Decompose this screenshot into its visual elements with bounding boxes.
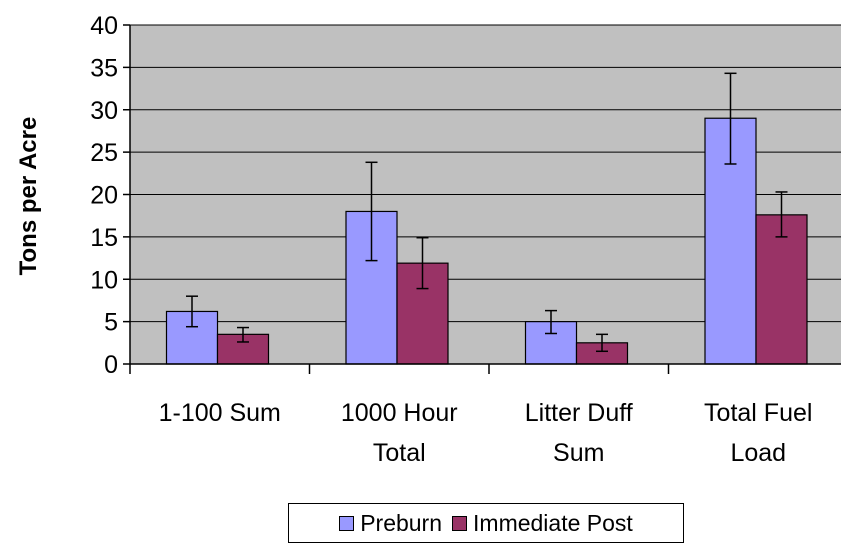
y-tick-label-20: 20 (90, 182, 118, 210)
y-tick-label-15: 15 (90, 224, 118, 252)
legend-item-preburn: Preburn (339, 510, 442, 537)
y-tick-label-30: 30 (90, 97, 118, 125)
x-category-label-1-0: 1000 Hour (341, 399, 458, 427)
y-tick-labels: 0 5 10 15 20 25 30 35 40 (90, 12, 118, 379)
x-category-label-3-0: Total Fuel (704, 399, 812, 427)
error-bars (186, 72, 788, 353)
bar-immediate-post-3 (755, 214, 808, 365)
x-category-label-3-1: Load (730, 439, 786, 467)
x-category-labels: 1-100 Sum 1000 Hour Total Litter Duff Sum Tot… (159, 399, 813, 467)
bars (165, 117, 808, 365)
y-axis-title: Tons per Acre (15, 117, 42, 276)
y-tick-label-25: 25 (90, 139, 118, 167)
legend-swatch-immediate-post (452, 515, 468, 531)
x-category-label-0-0: 1-100 Sum (159, 399, 281, 427)
gridlines (130, 24, 841, 323)
legend: Preburn Immediate Post (288, 503, 684, 543)
y-tick-label-40: 40 (90, 12, 118, 40)
x-category-label-2-1: Sum (553, 439, 604, 467)
y-tick-label-5: 5 (104, 309, 118, 337)
x-category-label-2-0: Litter Duff (525, 399, 633, 427)
x-category-label-1-1: Total (373, 439, 426, 467)
legend-label-immediate-post: Immediate Post (473, 509, 633, 536)
axes (123, 24, 841, 374)
legend-swatch-preburn (339, 515, 355, 531)
y-tick-label-10: 10 (90, 266, 118, 294)
y-tick-label-0: 0 (104, 351, 118, 379)
legend-label-preburn: Preburn (360, 509, 443, 536)
y-tick-label-35: 35 (90, 54, 118, 82)
legend-item-immediate-post: Immediate Post (452, 510, 633, 537)
